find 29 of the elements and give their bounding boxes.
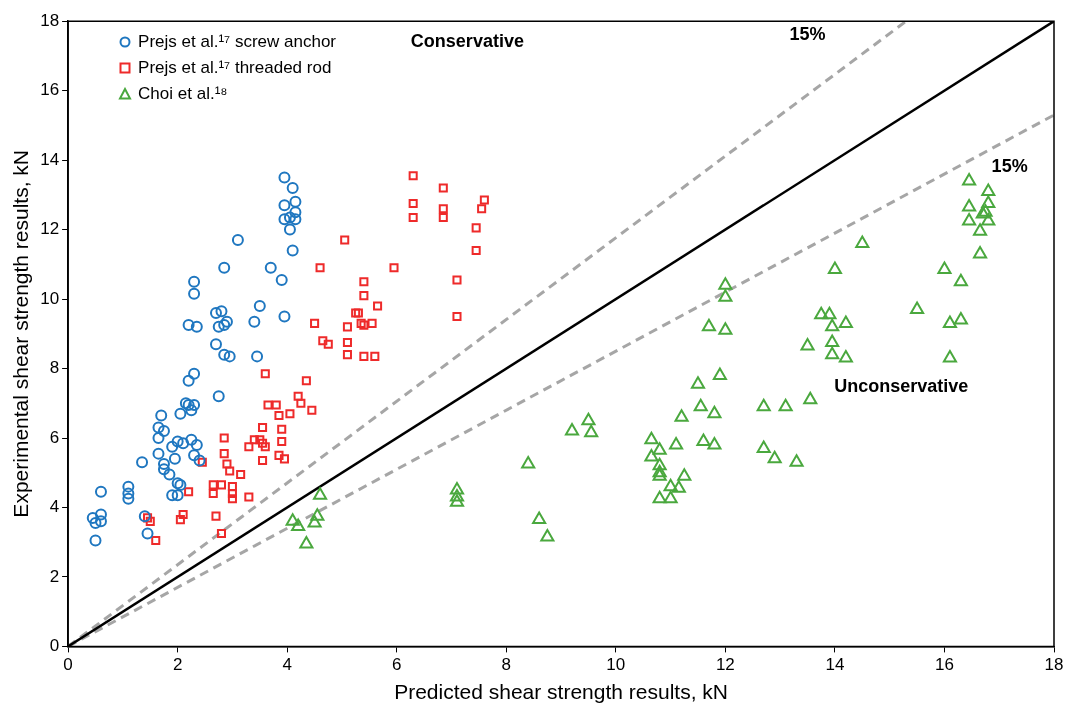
y-tick-label: 6 [49,427,60,447]
x-tick-label: 4 [282,655,292,675]
legend-label: Prejs et al.¹⁷ screw anchor [138,31,337,54]
x-tick-label: 16 [935,655,954,675]
y-tick-label: 16 [40,80,60,100]
legend-label: Prejs et al.¹⁷ threaded rod [138,57,332,80]
y-tick-label: 8 [49,358,60,378]
y-axis-title: Experimental shear strength results, kN [9,149,33,518]
y-tick-label: 14 [40,149,60,169]
y-tick-label: 4 [49,497,60,517]
x-tick-label: 12 [715,655,735,675]
legend-label: Choi et al.¹⁸ [138,83,228,106]
x-tick-label: 2 [172,655,183,675]
x-axis-title: Predicted shear strength results, kN [394,680,728,704]
y-tick-label: 18 [40,10,60,30]
x-tick-label: 8 [501,655,512,675]
y-tick-label: 12 [40,219,60,239]
annotation: 15% [991,155,1028,176]
y-tick-label: 2 [49,566,60,586]
y-tick-label: 0 [49,636,60,656]
x-tick-label: 6 [392,655,402,675]
annotation: Unconservative [834,375,969,396]
x-tick-label: 10 [606,655,626,675]
annotation: 15% [789,23,826,44]
x-tick-label: 0 [63,655,73,675]
annotation: Conservative [410,30,524,51]
x-tick-label: 18 [1044,655,1064,675]
x-tick-label: 14 [825,655,845,675]
y-tick-label: 10 [40,288,60,308]
